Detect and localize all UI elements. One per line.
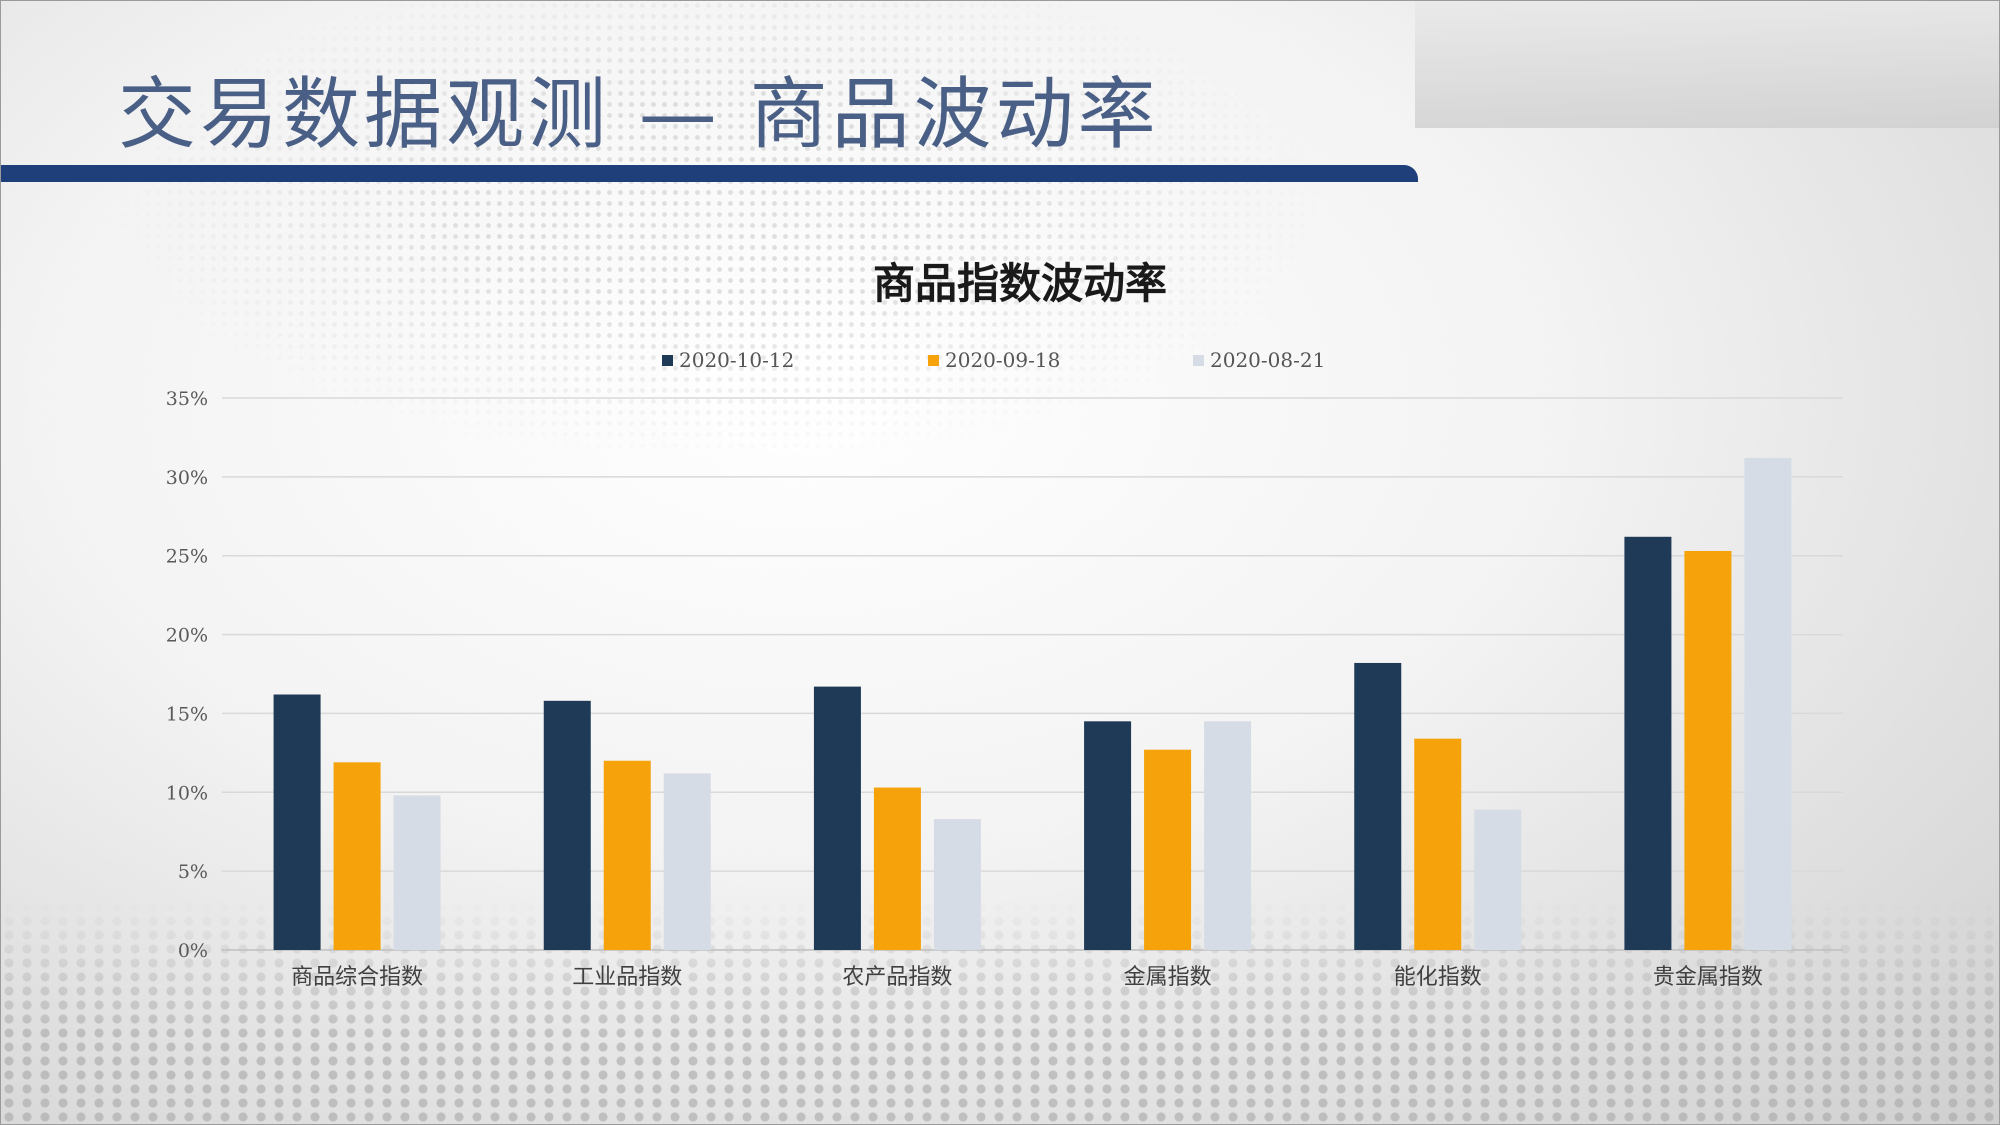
bar	[1144, 749, 1192, 950]
legend-label: 2020-09-18	[945, 348, 1061, 372]
y-tick-label: 10%	[166, 782, 208, 804]
x-tick-label: 能化指数	[1394, 965, 1482, 990]
y-tick-label: 20%	[166, 625, 208, 647]
legend-label: 2020-10-12	[679, 348, 795, 372]
world-map-background	[120, 0, 1320, 460]
bar	[393, 795, 441, 950]
chart-legend: 2020-10-12 2020-09-18 2020-08-21	[0, 348, 2000, 378]
bar	[1204, 721, 1252, 950]
bar	[873, 787, 921, 950]
legend-item: 2020-08-21	[1193, 348, 1325, 372]
bar	[1474, 809, 1522, 950]
legend-item: 2020-09-18	[928, 348, 1060, 372]
legend-item: 2020-10-12	[662, 348, 794, 372]
y-tick-label: 25%	[166, 546, 208, 568]
legend-swatch	[928, 354, 939, 366]
y-tick-label: 5%	[178, 861, 208, 883]
bar	[1684, 550, 1732, 950]
legend-swatch	[1193, 354, 1204, 366]
bar	[273, 694, 321, 950]
x-tick-label: 农产品指数	[842, 965, 952, 990]
header-decoration	[1415, 0, 2000, 128]
bar	[1354, 662, 1402, 950]
bar	[333, 762, 381, 950]
title-underline-bar	[0, 165, 1418, 182]
legend-swatch	[662, 354, 673, 366]
bar	[603, 760, 651, 950]
bar	[1744, 457, 1792, 950]
bar	[1414, 738, 1462, 950]
bar	[663, 773, 711, 950]
bar	[543, 700, 591, 950]
bar	[933, 819, 981, 950]
y-tick-label: 30%	[166, 467, 208, 489]
y-tick-label: 15%	[166, 703, 208, 725]
x-tick-label: 工业品指数	[572, 965, 682, 990]
chart-title: 商品指数波动率	[872, 259, 1167, 308]
y-tick-label: 0%	[178, 940, 208, 962]
y-tick-label: 35%	[166, 388, 208, 410]
bar	[813, 686, 861, 950]
x-tick-label: 贵金属指数	[1653, 965, 1763, 990]
legend-label: 2020-08-21	[1210, 348, 1326, 372]
bar	[1084, 721, 1132, 950]
bar	[1624, 536, 1672, 950]
slide-title: 交易数据观测 — 商品波动率	[118, 70, 1160, 160]
x-tick-label: 商品综合指数	[291, 965, 423, 990]
x-tick-label: 金属指数	[1124, 965, 1212, 990]
